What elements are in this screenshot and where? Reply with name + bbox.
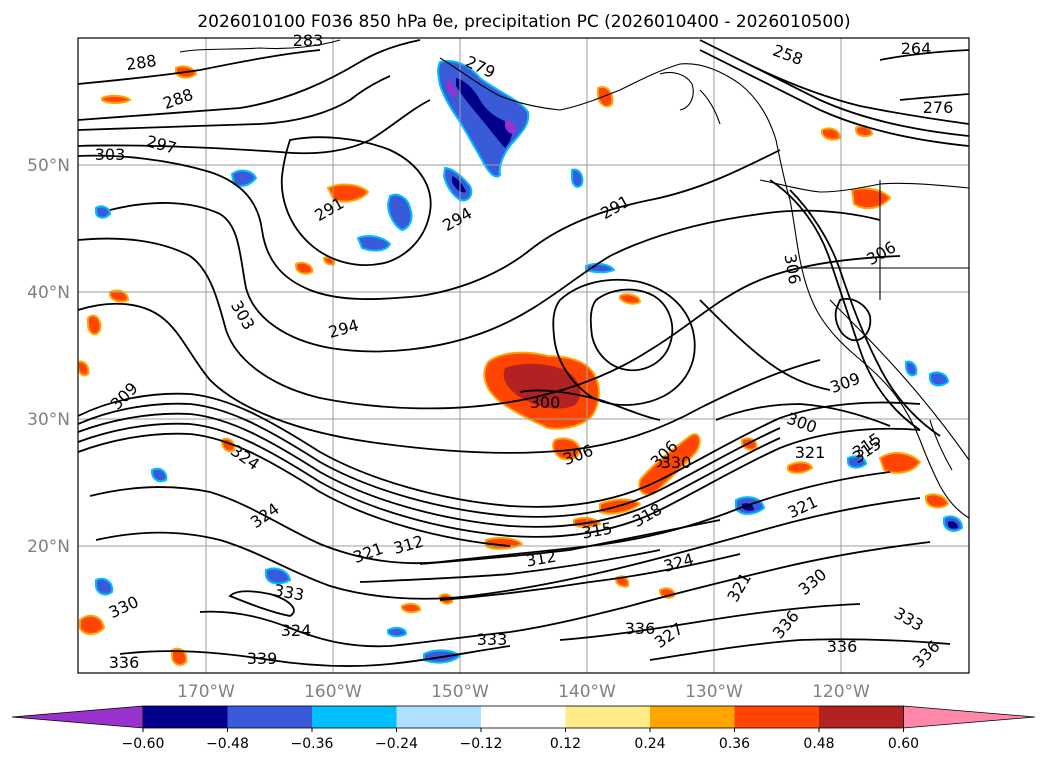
- contour-label: 336: [827, 637, 858, 656]
- lat-label: 30°N: [27, 410, 70, 430]
- colorbar-extend-low: [11, 705, 144, 729]
- figure-title: 2026010100 F036 850 hPa θe, precipitatio…: [197, 12, 850, 32]
- contour-label: 339: [247, 649, 278, 668]
- contour-label: 300: [530, 393, 561, 412]
- colorbar-segment: [481, 706, 566, 728]
- contour-label: 336: [625, 619, 656, 638]
- colorbar-tick-label: −0.12: [460, 736, 503, 752]
- precipitation-shading: [78, 60, 964, 666]
- colorbar-segment: [396, 706, 481, 728]
- contour-label: 321: [795, 443, 826, 462]
- lat-label: 50°N: [27, 156, 70, 176]
- contour-label: 276: [923, 98, 954, 117]
- contour-label: 336: [109, 653, 140, 672]
- colorbar-tick-label: 0.24: [634, 736, 665, 752]
- contour-label: 324: [281, 621, 312, 640]
- colorbar-tick-label: 0.48: [803, 736, 834, 752]
- lon-label: 160°W: [304, 682, 362, 702]
- colorbar-segment: [565, 706, 650, 728]
- lon-label: 170°W: [177, 682, 235, 702]
- colorbar-segment: [734, 706, 819, 728]
- colorbar-tick-label: −0.36: [291, 736, 334, 752]
- colorbar: −0.60 −0.48 −0.36 −0.24 −0.12 0.12 0.24 0.36 0.4…: [11, 705, 1036, 752]
- colorbar-segment: [143, 706, 228, 728]
- coastline: [179, 39, 969, 519]
- theta-e-contours: [78, 39, 969, 667]
- colorbar-tick-label: 0.36: [719, 736, 750, 752]
- colorbar-tick-label: −0.60: [122, 736, 165, 752]
- lon-label: 150°W: [431, 682, 489, 702]
- lat-label: 20°N: [27, 537, 70, 557]
- map-area: [78, 38, 969, 673]
- colorbar-tick-label: −0.24: [375, 736, 418, 752]
- contour-label: 288: [125, 51, 158, 74]
- map-frame: [77, 37, 970, 674]
- contour-label: 333: [477, 630, 508, 649]
- colorbar-tick-label: −0.48: [206, 736, 249, 752]
- colorbar-frame: [142, 705, 904, 729]
- latitude-labels: 50°N 40°N 30°N 20°N: [27, 156, 70, 557]
- contour-label: 264: [901, 39, 932, 58]
- colorbar-segment: [227, 706, 312, 728]
- colorbar-segment: [650, 706, 735, 728]
- colorbar-segment: [312, 706, 397, 728]
- lon-label: 130°W: [685, 682, 743, 702]
- colorbar-tick-label: 0.60: [888, 736, 919, 752]
- lon-label: 120°W: [812, 682, 870, 702]
- lon-label: 140°W: [558, 682, 616, 702]
- colorbar-segment: [819, 706, 904, 728]
- contour-label: 330: [661, 453, 692, 472]
- contour-label: 303: [95, 145, 126, 164]
- colorbar-tick-label: 0.12: [550, 736, 581, 752]
- lat-label: 40°N: [27, 283, 70, 303]
- graticule: [78, 38, 969, 673]
- colorbar-extend-high: [903, 705, 1036, 729]
- longitude-labels: 170°W 160°W 150°W 140°W 130°W 120°W: [177, 682, 870, 702]
- contour-label: 283: [293, 31, 324, 50]
